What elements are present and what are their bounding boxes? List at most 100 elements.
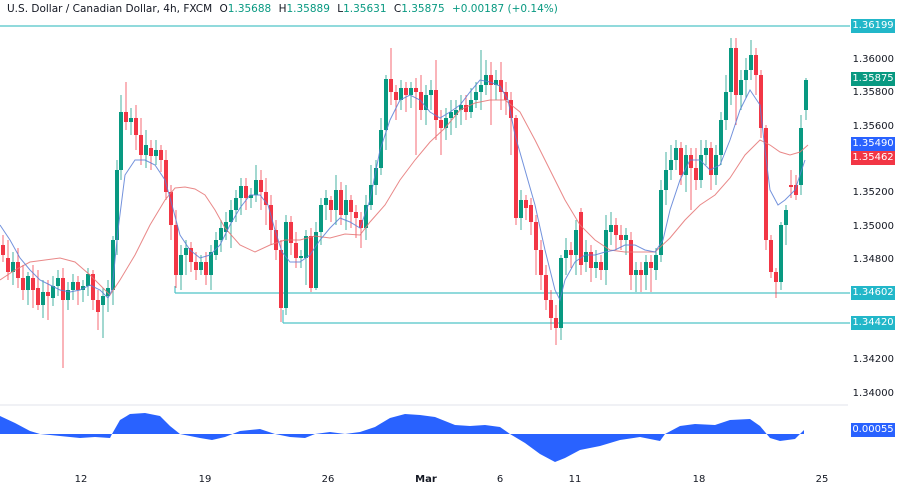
open-label: O: [219, 3, 228, 15]
candle-body: [294, 243, 298, 258]
candle-body: [254, 180, 258, 195]
candle-body: [489, 75, 493, 85]
candle-body: [134, 118, 138, 135]
candle-body: [199, 262, 203, 270]
candle-body: [129, 118, 133, 122]
candle-body: [734, 48, 738, 95]
candle-body: [139, 135, 143, 155]
low-value: 1.35631: [343, 3, 387, 15]
candle-body: [619, 235, 623, 240]
candle-body: [96, 300, 100, 312]
candle-body: [599, 262, 603, 270]
candle-body: [194, 262, 198, 270]
candle-body: [479, 85, 483, 92]
candle-body: [56, 278, 60, 286]
candle-body: [106, 288, 110, 296]
candle-body: [639, 270, 643, 275]
candle-body: [229, 210, 233, 222]
candle-body: [169, 192, 173, 225]
candle-body: [629, 240, 633, 275]
candle-body: [224, 222, 228, 232]
candle-body: [494, 80, 498, 85]
oscillator-pane: [0, 413, 804, 462]
candle-body: [304, 236, 308, 258]
candle-body: [119, 112, 123, 170]
candle-body: [284, 222, 288, 308]
close-value: 1.35875: [401, 3, 445, 15]
candle-body: [46, 292, 50, 296]
open-value: 1.35688: [227, 3, 272, 15]
candle-body: [6, 258, 10, 272]
time-label-19: 19: [198, 474, 212, 485]
candle-body: [444, 118, 448, 128]
candle-body: [214, 240, 218, 255]
candle-body: [579, 212, 583, 265]
time-label-18: 18: [692, 474, 706, 485]
price-tick-2: 1.35800: [852, 87, 894, 98]
candle-body: [574, 230, 578, 255]
candle-body: [239, 186, 243, 198]
candle-body: [384, 79, 388, 130]
candle-body: [244, 186, 248, 198]
candle-body: [784, 210, 788, 225]
candle-body: [204, 262, 208, 275]
time-label-25: 25: [815, 474, 829, 485]
candle-body: [559, 258, 563, 328]
candle-body: [764, 128, 768, 240]
candle-body: [115, 170, 119, 240]
low-label: L: [337, 3, 344, 15]
candle-body: [589, 252, 593, 268]
candle-body: [234, 198, 238, 210]
candle-body: [624, 235, 628, 240]
candle-body: [349, 200, 353, 212]
time-label-12: 12: [74, 474, 88, 485]
candle-body: [799, 128, 803, 185]
candle-body: [111, 240, 115, 290]
symbol-header: U.S. Dollar / Canadian Dollar, 4h, FXCM …: [7, 3, 558, 15]
candle-body: [609, 225, 613, 232]
candle-body: [399, 88, 403, 100]
candle-body: [664, 170, 668, 190]
candle-body: [464, 105, 468, 112]
candle-body: [329, 200, 333, 210]
candle-body: [679, 148, 683, 175]
candle-body: [754, 55, 758, 75]
candle-body: [319, 205, 323, 232]
last-price-tag: 1.35875: [851, 72, 895, 86]
price-tick-6: 1.34800: [852, 254, 894, 265]
candle-body: [36, 288, 40, 305]
candle-body: [21, 278, 25, 290]
candle-body: [279, 250, 283, 308]
candle-body: [789, 185, 793, 187]
price-tick-1: 1.36000: [852, 54, 894, 65]
candle-body: [689, 155, 693, 168]
candle-body: [759, 75, 763, 128]
price-tick-5: 1.35000: [852, 221, 894, 232]
candle-body: [539, 250, 543, 275]
candle-body: [154, 150, 158, 156]
candle-body: [159, 150, 163, 160]
candle-body: [1, 245, 5, 255]
time-label-mar: Mar: [415, 474, 437, 485]
close-label: C: [393, 3, 402, 15]
oscillator-area: [0, 413, 804, 462]
candle-body: [524, 200, 528, 208]
candle-body: [424, 95, 428, 110]
candle-body: [514, 118, 518, 218]
candle-body: [704, 148, 708, 155]
candle-body: [749, 55, 753, 70]
candle-body: [549, 300, 553, 318]
candle-body: [189, 248, 193, 262]
candle-body: [459, 105, 463, 110]
candle-body: [71, 282, 75, 290]
candle-body: [604, 230, 608, 270]
candle-body: [509, 100, 513, 118]
candle-body: [144, 145, 148, 155]
candle-body: [554, 318, 558, 328]
candle-body: [544, 275, 548, 300]
candle-body: [774, 272, 778, 282]
time-label-26: 26: [321, 474, 335, 485]
candle-body: [179, 255, 183, 275]
candle-body: [249, 195, 253, 198]
